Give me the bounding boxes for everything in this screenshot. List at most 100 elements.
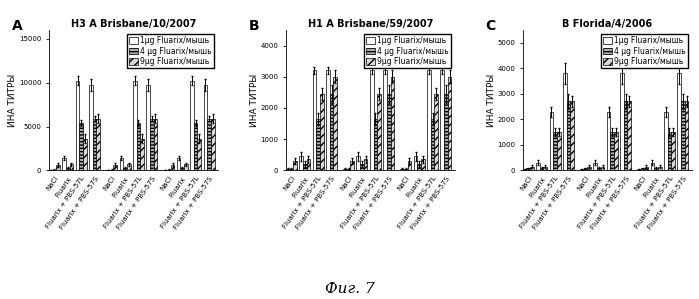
- Bar: [80, 123, 83, 170]
- Bar: [610, 132, 614, 170]
- Bar: [584, 168, 587, 170]
- Bar: [685, 101, 689, 170]
- Bar: [83, 139, 87, 170]
- Bar: [303, 164, 307, 170]
- Bar: [194, 123, 197, 170]
- Bar: [677, 73, 681, 170]
- Bar: [330, 94, 333, 170]
- Bar: [146, 85, 150, 170]
- Text: A: A: [12, 19, 22, 33]
- Bar: [668, 132, 671, 170]
- Bar: [570, 101, 574, 170]
- Bar: [651, 163, 654, 170]
- Bar: [664, 112, 668, 170]
- Bar: [312, 71, 316, 170]
- Bar: [448, 77, 452, 170]
- Bar: [293, 161, 297, 170]
- Bar: [190, 81, 194, 170]
- Bar: [530, 167, 534, 170]
- Bar: [360, 164, 363, 170]
- Bar: [333, 77, 337, 170]
- Bar: [326, 71, 330, 170]
- Text: C: C: [486, 19, 496, 33]
- Bar: [140, 139, 144, 170]
- Bar: [211, 119, 215, 170]
- Bar: [154, 119, 157, 170]
- Legend: 1μg Fluarix/мышь, 4 μg Fluarix/мышь, 9μg Fluarix/мышь: 1μg Fluarix/мышь, 4 μg Fluarix/мышь, 9μg…: [600, 34, 689, 68]
- Bar: [620, 73, 624, 170]
- Bar: [62, 158, 66, 170]
- Bar: [289, 169, 293, 170]
- Bar: [320, 94, 324, 170]
- Bar: [600, 167, 605, 170]
- Bar: [299, 156, 303, 170]
- Bar: [113, 165, 117, 170]
- Bar: [356, 156, 360, 170]
- Bar: [417, 164, 421, 170]
- Bar: [127, 164, 131, 170]
- Y-axis label: ИНА ТИТРЫ: ИНА ТИТРЫ: [250, 74, 259, 127]
- Bar: [431, 119, 434, 170]
- Bar: [133, 81, 136, 170]
- Bar: [66, 168, 70, 170]
- Bar: [681, 101, 685, 170]
- Bar: [56, 165, 60, 170]
- Bar: [557, 132, 561, 170]
- Bar: [377, 94, 381, 170]
- Y-axis label: ИНА ТИТРЫ: ИНА ТИТРЫ: [8, 74, 17, 127]
- Text: Фиг. 7: Фиг. 7: [324, 282, 375, 296]
- Bar: [391, 77, 394, 170]
- Bar: [637, 169, 641, 170]
- Bar: [343, 169, 347, 170]
- Bar: [177, 158, 180, 170]
- Bar: [387, 94, 391, 170]
- Bar: [544, 167, 547, 170]
- Legend: 1μg Fluarix/мышь, 4 μg Fluarix/мышь, 9μg Fluarix/мышь: 1μg Fluarix/мышь, 4 μg Fluarix/мышь, 9μg…: [127, 34, 215, 68]
- Bar: [383, 71, 387, 170]
- Bar: [96, 119, 100, 170]
- Bar: [624, 101, 628, 170]
- Bar: [75, 81, 80, 170]
- Bar: [93, 119, 96, 170]
- Bar: [641, 168, 644, 170]
- Bar: [363, 159, 368, 170]
- Title: B Florida/4/2006: B Florida/4/2006: [562, 19, 652, 29]
- Bar: [408, 161, 411, 170]
- Bar: [184, 164, 188, 170]
- Bar: [207, 119, 211, 170]
- Bar: [587, 167, 591, 170]
- Bar: [370, 71, 373, 170]
- Bar: [316, 119, 320, 170]
- Bar: [523, 169, 526, 170]
- Bar: [597, 168, 600, 170]
- Bar: [89, 85, 93, 170]
- Y-axis label: ИНА ТИТРЫ: ИНА ТИТРЫ: [487, 74, 496, 127]
- Bar: [440, 71, 444, 170]
- Bar: [593, 163, 597, 170]
- Bar: [614, 132, 618, 170]
- Legend: 1μg Fluarix/мышь, 4 μg Fluarix/мышь, 9μg Fluarix/мышь: 1μg Fluarix/мышь, 4 μg Fluarix/мышь, 9μg…: [363, 34, 452, 68]
- Bar: [404, 169, 408, 170]
- Bar: [286, 169, 289, 170]
- Bar: [563, 73, 567, 170]
- Bar: [580, 169, 584, 170]
- Bar: [644, 167, 648, 170]
- Bar: [120, 158, 123, 170]
- Bar: [401, 169, 404, 170]
- Bar: [549, 112, 553, 170]
- Bar: [123, 168, 127, 170]
- Bar: [536, 163, 540, 170]
- Title: H3 A Brisbane/10/2007: H3 A Brisbane/10/2007: [71, 19, 196, 29]
- Bar: [654, 168, 658, 170]
- Text: B: B: [249, 19, 259, 33]
- Bar: [171, 165, 174, 170]
- Bar: [203, 85, 207, 170]
- Bar: [607, 112, 610, 170]
- Bar: [427, 71, 431, 170]
- Title: H1 A Brisbane/59/2007: H1 A Brisbane/59/2007: [308, 19, 433, 29]
- Bar: [136, 123, 140, 170]
- Bar: [567, 101, 570, 170]
- Bar: [414, 156, 417, 170]
- Bar: [373, 119, 377, 170]
- Bar: [197, 139, 201, 170]
